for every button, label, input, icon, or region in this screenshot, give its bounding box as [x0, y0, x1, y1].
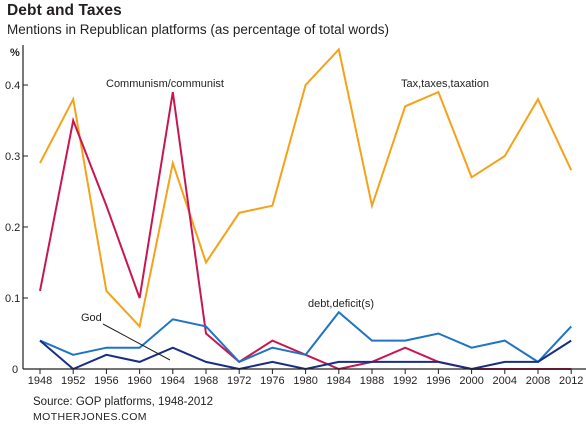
y-tick-label: 0.2	[5, 222, 20, 234]
x-tick-label: 1948	[28, 375, 52, 387]
label-layer: Tax,taxes,taxation Communism/communist deb…	[81, 78, 489, 361]
series-layer	[39, 47, 573, 371]
source-note: Source: GOP platforms, 1948-2012	[33, 396, 214, 408]
y-tick-label: 0	[12, 364, 18, 376]
series-label-god: God	[81, 312, 102, 324]
y-tick-label: 0.4	[5, 80, 20, 92]
series-line-communism-communist	[39, 91, 572, 371]
x-tick-label: 2000	[459, 375, 483, 387]
x-tick-label: 1960	[127, 375, 151, 387]
y-tick-label: 0.1	[5, 293, 20, 305]
series-line-tax-taxes-taxation	[39, 47, 573, 329]
series-label-communism-communist: Communism/communist	[106, 78, 224, 90]
series-label-debt-deficit-s: debt,deficit(s)	[308, 298, 374, 310]
x-tick-label: 1980	[293, 375, 317, 387]
x-tick-label: 1972	[227, 375, 251, 387]
x-tick-label: 1956	[94, 375, 118, 387]
series-line-debt-deficit-s	[39, 310, 572, 364]
x-tick-label: 1976	[260, 375, 284, 387]
y-axis-label: %	[10, 47, 20, 59]
x-tick-label: 1968	[194, 375, 218, 387]
x-tick-label: 1992	[393, 375, 417, 387]
x-tick-label: 1964	[161, 375, 185, 387]
god-leader-line	[102, 323, 171, 361]
chart-subtitle: Mentions in Republican platforms (as per…	[7, 22, 389, 37]
x-tick-label: 2004	[493, 375, 517, 387]
x-tick-label: 1988	[360, 375, 384, 387]
x-tick-label: 2012	[559, 375, 583, 387]
y-tick-label: 0.3	[5, 151, 20, 163]
series-label-tax-taxes-taxation: Tax,taxes,taxation	[401, 78, 489, 90]
chart-title: Debt and Taxes	[7, 2, 122, 19]
axis-layer: % 0 0.1 0.2 0.3 0.4 1948 1952 1956 1960 1964 1968 19…	[5, 45, 586, 387]
site-credit: MOTHERJONES.COM	[33, 411, 147, 423]
x-tick-label: 2008	[526, 375, 550, 387]
x-tick-label: 1952	[61, 375, 85, 387]
x-tick-label: 1984	[327, 375, 351, 387]
x-tick-label: 1996	[426, 375, 450, 387]
